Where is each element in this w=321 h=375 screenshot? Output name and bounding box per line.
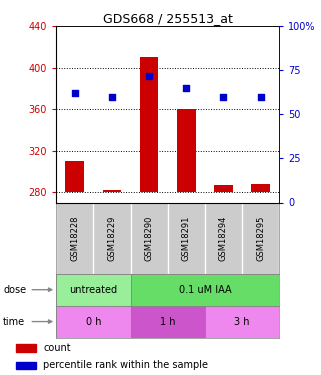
Bar: [16, 362, 36, 369]
Point: [109, 94, 115, 100]
Text: GSM18294: GSM18294: [219, 215, 228, 261]
Bar: [56, 306, 131, 338]
Point: [184, 85, 189, 91]
Bar: [214, 185, 233, 192]
Bar: [131, 274, 279, 306]
Point: [258, 94, 263, 100]
Text: 3 h: 3 h: [234, 316, 250, 327]
Bar: [103, 190, 121, 192]
Text: percentile rank within the sample: percentile rank within the sample: [43, 360, 208, 370]
Text: GSM18291: GSM18291: [182, 215, 191, 261]
Bar: [177, 109, 195, 192]
Bar: [16, 344, 36, 352]
Text: 1 h: 1 h: [160, 316, 176, 327]
Text: GSM18229: GSM18229: [108, 215, 117, 261]
Bar: [140, 57, 159, 192]
Bar: [205, 306, 279, 338]
Bar: [251, 184, 270, 192]
Text: 0 h: 0 h: [86, 316, 101, 327]
Text: untreated: untreated: [69, 285, 117, 295]
Point: [147, 73, 152, 79]
Bar: [65, 161, 84, 192]
Text: GSM18290: GSM18290: [145, 215, 154, 261]
Text: count: count: [43, 343, 71, 353]
Text: GSM18228: GSM18228: [70, 215, 79, 261]
Text: GSM18295: GSM18295: [256, 215, 265, 261]
Bar: [56, 274, 131, 306]
Text: time: time: [3, 316, 25, 327]
Point: [72, 90, 77, 96]
Point: [221, 94, 226, 100]
Text: 0.1 uM IAA: 0.1 uM IAA: [178, 285, 231, 295]
Title: GDS668 / 255513_at: GDS668 / 255513_at: [103, 12, 233, 25]
Text: dose: dose: [3, 285, 26, 295]
Bar: [131, 306, 205, 338]
